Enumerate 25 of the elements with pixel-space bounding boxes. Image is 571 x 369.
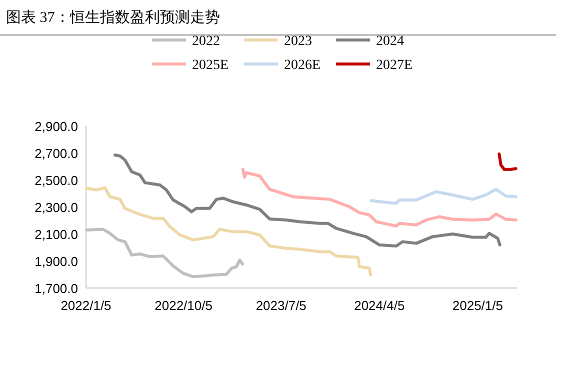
legend-label: 2027E — [376, 58, 413, 73]
line-series — [370, 188, 518, 205]
y-tick-label: 2,500.0 — [34, 173, 78, 188]
line-series — [241, 168, 518, 228]
legend-label: 2022 — [192, 34, 220, 49]
line-series — [113, 154, 502, 248]
y-tick-label: 2,100.0 — [34, 227, 78, 242]
chart-title: 图表 37：恒生指数盈利预测走势 — [6, 9, 220, 26]
legend-label: 2024 — [376, 34, 404, 49]
x-tick-label: 2022/1/5 — [60, 298, 112, 313]
y-tick-label: 2,900.0 — [34, 119, 78, 134]
y-tick-label: 1,700.0 — [34, 281, 78, 296]
line-series — [85, 228, 244, 278]
line-series — [498, 152, 518, 171]
y-tick-label: 2,300.0 — [34, 200, 78, 215]
x-tick-label: 2022/10/5 — [154, 298, 212, 313]
legend-label: 2026E — [284, 58, 321, 73]
y-tick-label: 2,700.0 — [34, 146, 78, 161]
x-tick-label: 2025/1/5 — [452, 298, 503, 313]
x-tick-label: 2023/7/5 — [256, 298, 306, 313]
legend-label: 2023 — [284, 34, 312, 49]
line-series — [85, 186, 372, 277]
y-tick-label: 1,900.0 — [34, 254, 78, 269]
x-tick-label: 2024/4/5 — [354, 298, 405, 313]
legend-label: 2025E — [192, 58, 229, 73]
